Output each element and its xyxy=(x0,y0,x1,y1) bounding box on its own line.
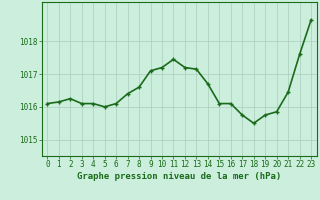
X-axis label: Graphe pression niveau de la mer (hPa): Graphe pression niveau de la mer (hPa) xyxy=(77,172,281,181)
